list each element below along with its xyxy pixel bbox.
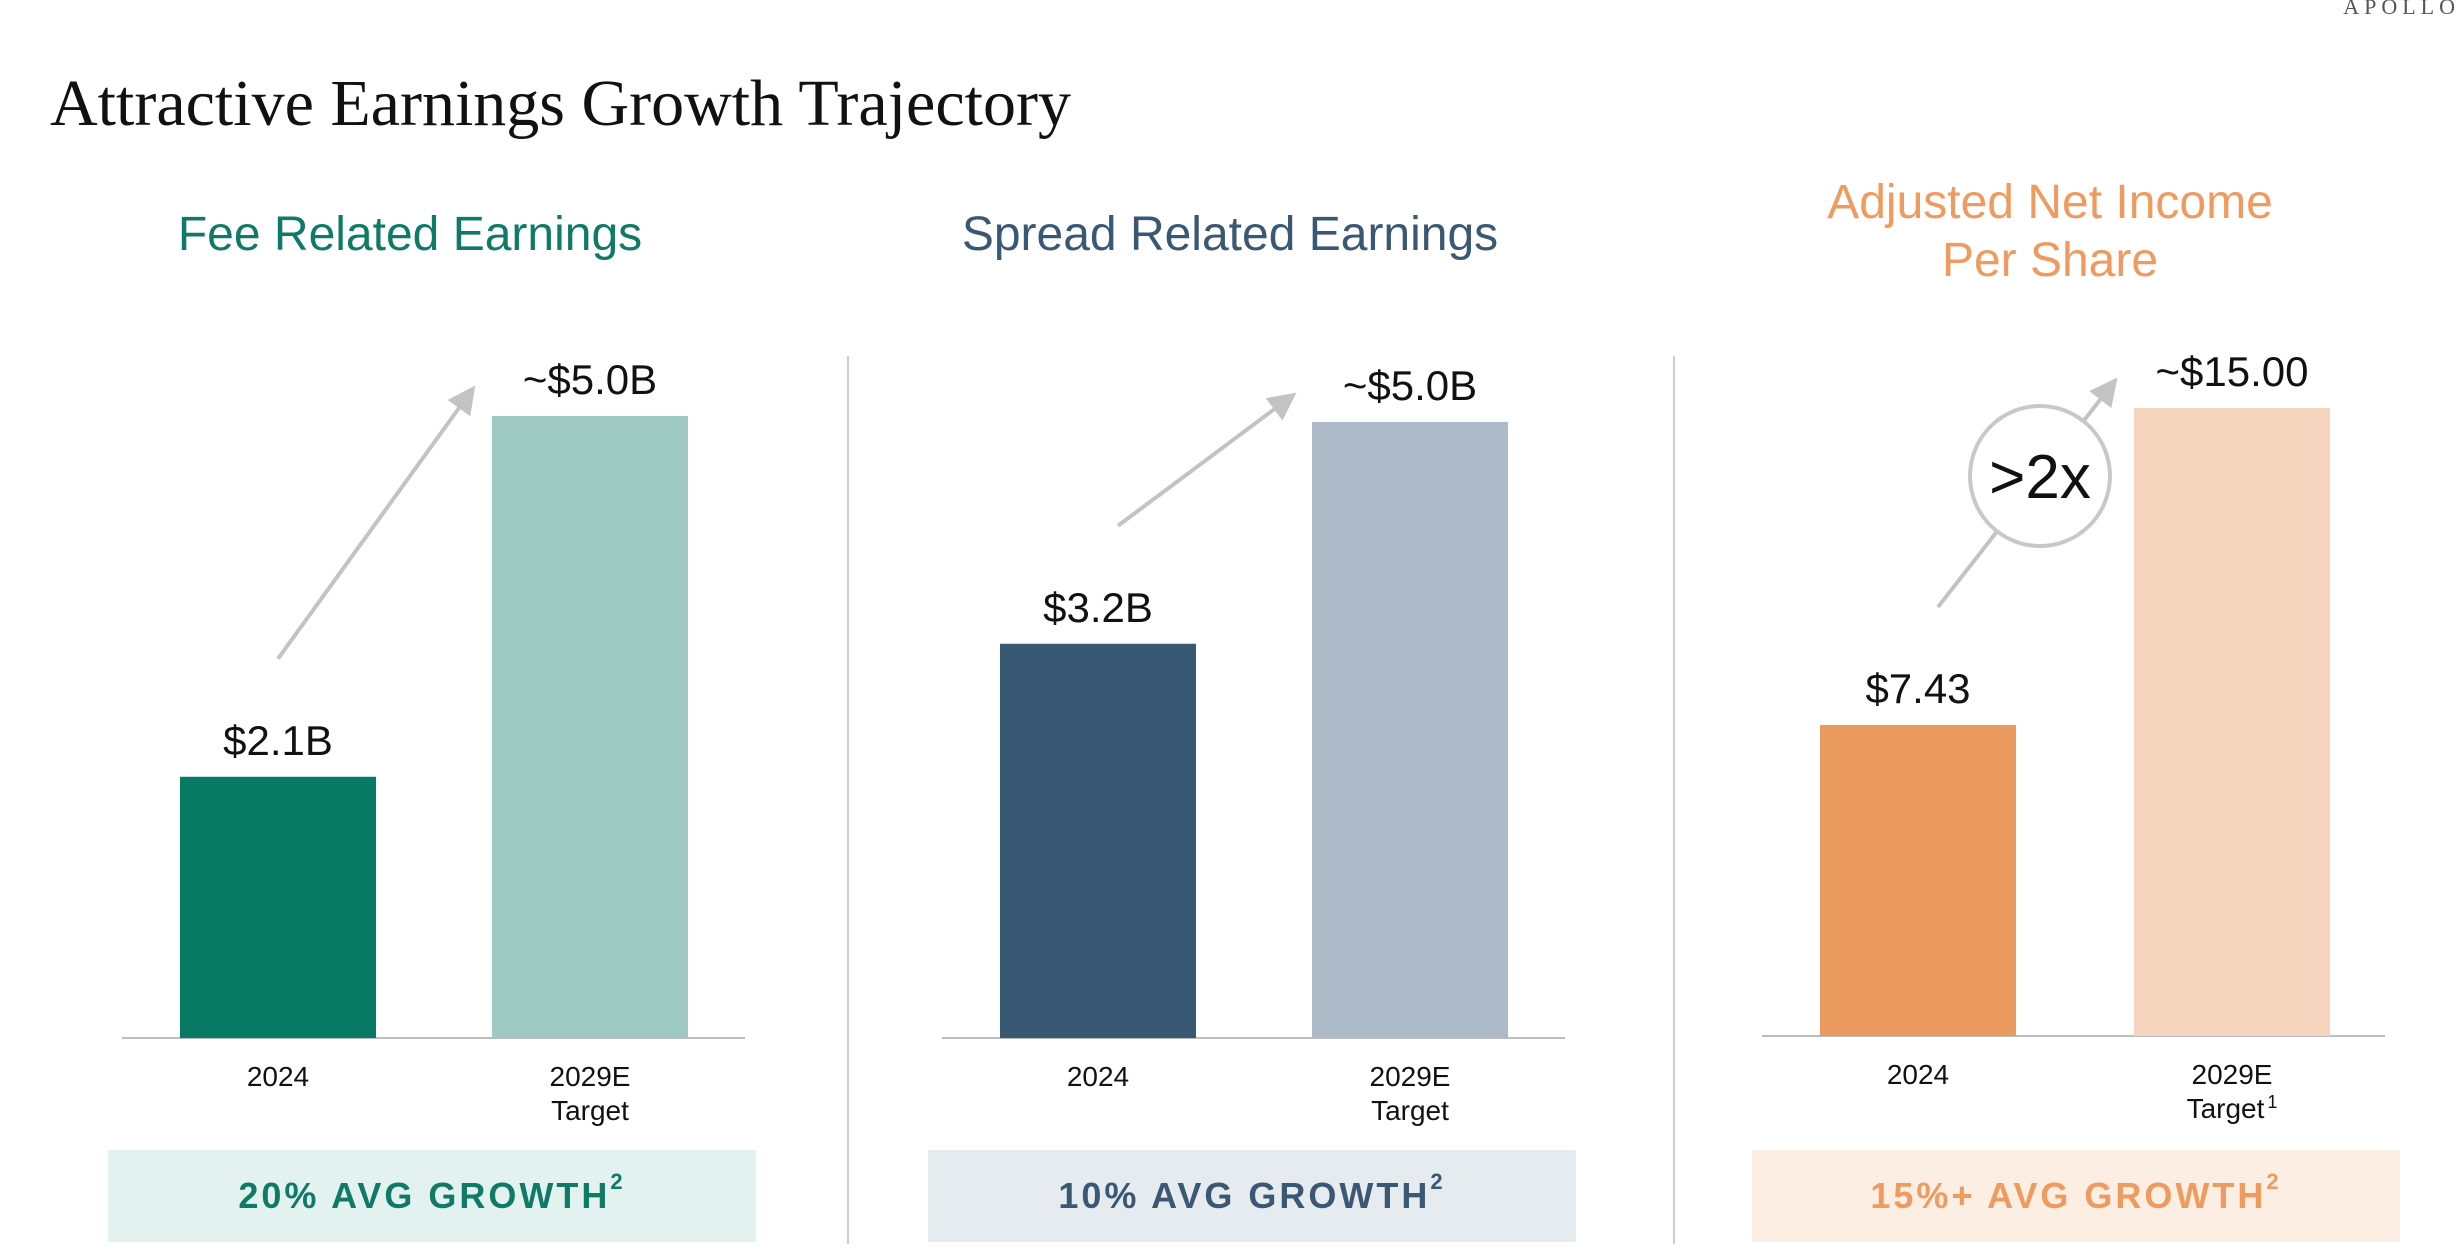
fre-bar-2024	[180, 776, 376, 1038]
anips-growth-arrow	[1936, 530, 1999, 609]
sre-category-label: 2024	[1067, 1061, 1129, 1092]
sre-category-label: 2029E	[1370, 1061, 1451, 1092]
anips-growth-box: 15%+ AVG GROWTH 2	[1752, 1150, 2400, 1242]
fre-panel: Fee Related Earnings $2.1B ~$5.0B 2024 2029…	[0, 150, 820, 1258]
anips-category-label: 2029E	[2192, 1059, 2273, 1090]
sre-growth-footnote: 2	[1430, 1169, 1446, 1194]
sre-growth-arrow	[1116, 392, 1297, 528]
fre-growth-box: 20% AVG GROWTH 2	[108, 1150, 756, 1242]
fre-growth-arrow	[276, 385, 476, 660]
brand-logo-text: APOLLO	[2343, 0, 2460, 19]
anips-bar-2029e	[2134, 408, 2330, 1036]
sre-value-label: ~$5.0B	[1343, 362, 1477, 409]
sre-category-label: Target	[1371, 1095, 1449, 1126]
sre-panel: Spread Related Earnings $3.2B ~$5.0B 2024 2…	[820, 150, 1640, 1258]
sre-bar-2029e	[1312, 422, 1508, 1038]
sre-title: Spread Related Earnings	[820, 206, 1640, 264]
anips-title: Adjusted Net Income Per Share	[1640, 174, 2460, 290]
fre-value-label: $2.1B	[223, 717, 333, 764]
fre-title-line: Fee Related Earnings	[177, 208, 643, 261]
page-title: Attractive Earnings Growth Trajectory	[50, 67, 1071, 141]
sre-value-label: $3.2B	[1043, 584, 1153, 631]
panel-divider	[847, 356, 849, 1244]
fre-category-label: 2024	[247, 1061, 309, 1092]
anips-growth-footnote: 2	[2266, 1169, 2282, 1194]
anips-badge-circle	[1968, 404, 2112, 548]
fre-title: Fee Related Earnings	[0, 206, 820, 264]
anips-title-line-2: Per Share	[1941, 234, 2159, 287]
fre-value-label: ~$5.0B	[523, 356, 657, 403]
fre-category-label: Target	[551, 1095, 629, 1126]
panel-divider	[1673, 356, 1675, 1244]
anips-target-footnote: 1	[2267, 1092, 2277, 1112]
anips-panel: Adjusted Net Income Per Share $7.43 ~$15.…	[1640, 150, 2460, 1258]
anips-title-line-1: Adjusted Net Income	[1827, 176, 2273, 229]
sre-growth-label: 10% AVG GROWTH	[1058, 1175, 1431, 1216]
sre-growth-box: 10% AVG GROWTH 2	[928, 1150, 1576, 1242]
fre-bar-2029e	[492, 416, 688, 1038]
anips-value-label: $7.43	[1865, 665, 1970, 712]
fre-growth-label: 20% AVG GROWTH	[238, 1175, 611, 1216]
anips-badge-label: >2x	[1989, 443, 2091, 512]
anips-category-label: 2024	[1887, 1059, 1949, 1090]
anips-category-label: Target 1	[2187, 1092, 2278, 1124]
sre-bar-2024	[1000, 643, 1196, 1038]
fre-category-label: 2029E	[550, 1061, 631, 1092]
fre-growth-footnote: 2	[610, 1169, 626, 1194]
anips-bar-2024	[1820, 724, 2016, 1036]
anips-growth-label: 15%+ AVG GROWTH	[1870, 1175, 2267, 1216]
anips-growth-arrow-head	[2081, 377, 2118, 423]
anips-value-label: ~$15.00	[2156, 348, 2309, 395]
sre-title-line: Spread Related Earnings	[961, 208, 1499, 261]
